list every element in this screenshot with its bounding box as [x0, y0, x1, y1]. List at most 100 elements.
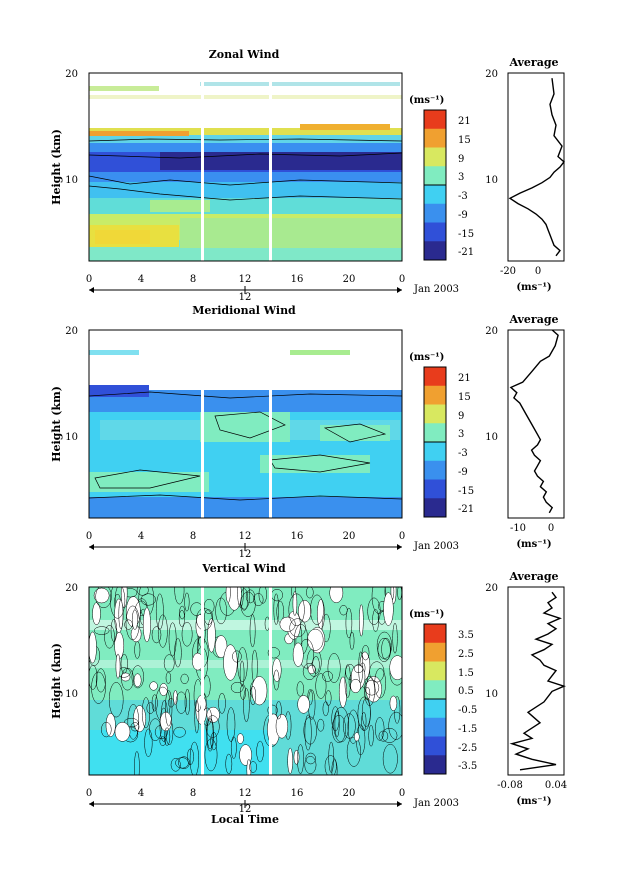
- meridional-colorbar: [423, 366, 447, 518]
- meridional-xtick-8: 8: [190, 531, 196, 542]
- zonal-xtick-12: 12: [239, 274, 252, 285]
- vertical-day-label: 12: [239, 804, 252, 815]
- meridional-ytick-20: 20: [65, 326, 78, 337]
- meridional-average-xtick-1: 0: [548, 523, 554, 534]
- zonal-average-ytick-10: 10: [485, 175, 498, 186]
- colorbar-swatch: [424, 241, 446, 261]
- meridional-average-line: [509, 329, 559, 514]
- vertical-date-label: Jan 2003: [413, 798, 459, 809]
- vertical-average-ytick-20: 20: [485, 583, 498, 594]
- meridional-heatmap: [89, 330, 402, 518]
- meridional-gap-2: [269, 330, 272, 518]
- vertical-xtick-12: 12: [239, 788, 252, 799]
- meridional-average-title: Average: [508, 313, 558, 326]
- vertical-frame: [88, 586, 403, 776]
- vertical-cbar-tick-1: 2.5: [458, 649, 474, 660]
- average-profile-line: [509, 591, 566, 771]
- colorbar-swatch: [424, 222, 446, 242]
- meridional-cbar-tick-3: 3: [458, 429, 464, 440]
- vertical-average-panel: Average 20 10 -0.08 0.04 (ms⁻¹): [485, 570, 567, 807]
- zonal-cbar-tick-0: 21: [458, 116, 471, 127]
- colorbar-swatch: [424, 404, 446, 424]
- zonal-colorbar-unit: (ms⁻¹): [409, 95, 444, 106]
- vertical-title: Vertical Wind: [201, 562, 286, 575]
- vertical-cbar-tick-7: -3.5: [458, 761, 477, 772]
- zonal-xtick-8: 8: [190, 274, 196, 285]
- vertical-cbar-tick-2: 1.5: [458, 668, 474, 679]
- meridional-ylabel: Height (km): [50, 386, 63, 462]
- zonal-average-ytick-20: 20: [485, 69, 498, 80]
- vertical-contours: [89, 587, 402, 775]
- colorbar-swatch: [424, 185, 446, 205]
- zonal-ylabel: Height (km): [50, 129, 63, 205]
- meridional-cbar-tick-1: 15: [458, 392, 471, 403]
- colorbar-swatch: [424, 498, 446, 518]
- zonal-ytick-20: 20: [65, 69, 78, 80]
- meridional-cbar-tick-0: 21: [458, 373, 471, 384]
- zonal-wind-panel: Zonal Wind: [50, 48, 474, 303]
- colorbar-swatch: [424, 128, 446, 148]
- zonal-ytick-10: 10: [65, 175, 78, 186]
- vertical-average-xlabel: (ms⁻¹): [516, 796, 551, 807]
- vertical-xlabel: Local Time: [211, 813, 279, 826]
- colorbar-swatch: [424, 736, 446, 756]
- zonal-average-panel: Average 20 10 -20 0 (ms⁻¹): [485, 56, 565, 293]
- vertical-average-xtick-1: 0.04: [545, 780, 567, 791]
- colorbar-swatch: [424, 367, 446, 387]
- vertical-cbar-tick-4: -0.5: [458, 705, 477, 716]
- meridional-title: Meridional Wind: [192, 304, 296, 317]
- meridional-xtick-16: 16: [291, 531, 304, 542]
- vertical-heatmap: [89, 587, 402, 775]
- average-profile-line: [509, 329, 559, 514]
- vertical-xtick-8: 8: [190, 788, 196, 799]
- zonal-cbar-tick-5: -9: [458, 210, 468, 221]
- meridional-date-label: Jan 2003: [413, 541, 459, 552]
- zonal-average-line: [508, 78, 565, 257]
- vertical-xaxis: 0 4 8 12 16 20 0 12 Jan 2003 Local Time: [86, 788, 459, 826]
- zonal-cbar-tick-6: -15: [458, 229, 474, 240]
- zonal-day-label: 12: [239, 292, 252, 303]
- meridional-cbar-tick-5: -9: [458, 467, 468, 478]
- colorbar-swatch: [424, 755, 446, 775]
- colorbar-swatch: [424, 460, 446, 480]
- meridional-cbar-tick-2: 9: [458, 411, 464, 422]
- zonal-cbar-tick-1: 15: [458, 135, 471, 146]
- zonal-average-xlabel: (ms⁻¹): [516, 282, 551, 293]
- vertical-ylabel: Height (km): [50, 643, 63, 719]
- meridional-average-xlabel: (ms⁻¹): [516, 539, 551, 550]
- zonal-xtick-end: 0: [399, 274, 405, 285]
- zonal-cbar-tick-2: 9: [458, 154, 464, 165]
- colorbar-swatch: [424, 147, 446, 167]
- meridional-average-panel: Average 20 10 -10 0 (ms⁻¹): [485, 313, 565, 550]
- zonal-heatmap: [89, 73, 402, 261]
- meridional-day-label: 12: [239, 549, 252, 560]
- zonal-cbar-tick-3: 3: [458, 172, 464, 183]
- zonal-frame: [88, 72, 403, 262]
- zonal-xaxis: 0 4 8 12 16 20 0 12 Jan 2003: [86, 274, 459, 303]
- zonal-xtick-16: 16: [291, 274, 304, 285]
- vertical-xtick-4: 4: [138, 788, 144, 799]
- colorbar-swatch: [424, 166, 446, 186]
- vertical-ytick-10: 10: [65, 689, 78, 700]
- vertical-cbar-tick-0: 3.5: [458, 630, 474, 641]
- vertical-average-line: [509, 591, 566, 771]
- colorbar-swatch: [424, 442, 446, 462]
- vertical-colorbar-unit: (ms⁻¹): [409, 609, 444, 620]
- vertical-xtick-0: 0: [86, 788, 92, 799]
- vertical-average-xtick-0: -0.08: [497, 780, 523, 791]
- meridional-wind-panel: Meridional Wind 20 10 Height (km): [50, 304, 474, 560]
- vertical-xtick-end: 0: [399, 788, 405, 799]
- meridional-frame: [88, 329, 403, 519]
- vertical-ytick-20: 20: [65, 583, 78, 594]
- vertical-colorbar-ticks: 3.5 2.5 1.5 0.5 -0.5 -1.5 -2.5 -3.5: [458, 630, 477, 772]
- meridional-average-frame: [507, 329, 565, 519]
- colorbar-swatch: [424, 717, 446, 737]
- meridional-ytick-10: 10: [65, 432, 78, 443]
- vertical-wind-panel: Vertical Wind 20 10 Height (km) 0 4 8 12…: [50, 562, 477, 826]
- meridional-xtick-12: 12: [239, 531, 252, 542]
- meridional-xtick-20: 20: [343, 531, 356, 542]
- meridional-colorbar-ticks: 21 15 9 3 -3 -9 -15 -21: [458, 373, 474, 515]
- zonal-xtick-0: 0: [86, 274, 92, 285]
- colorbar-swatch: [424, 479, 446, 499]
- vertical-cbar-tick-5: -1.5: [458, 724, 477, 735]
